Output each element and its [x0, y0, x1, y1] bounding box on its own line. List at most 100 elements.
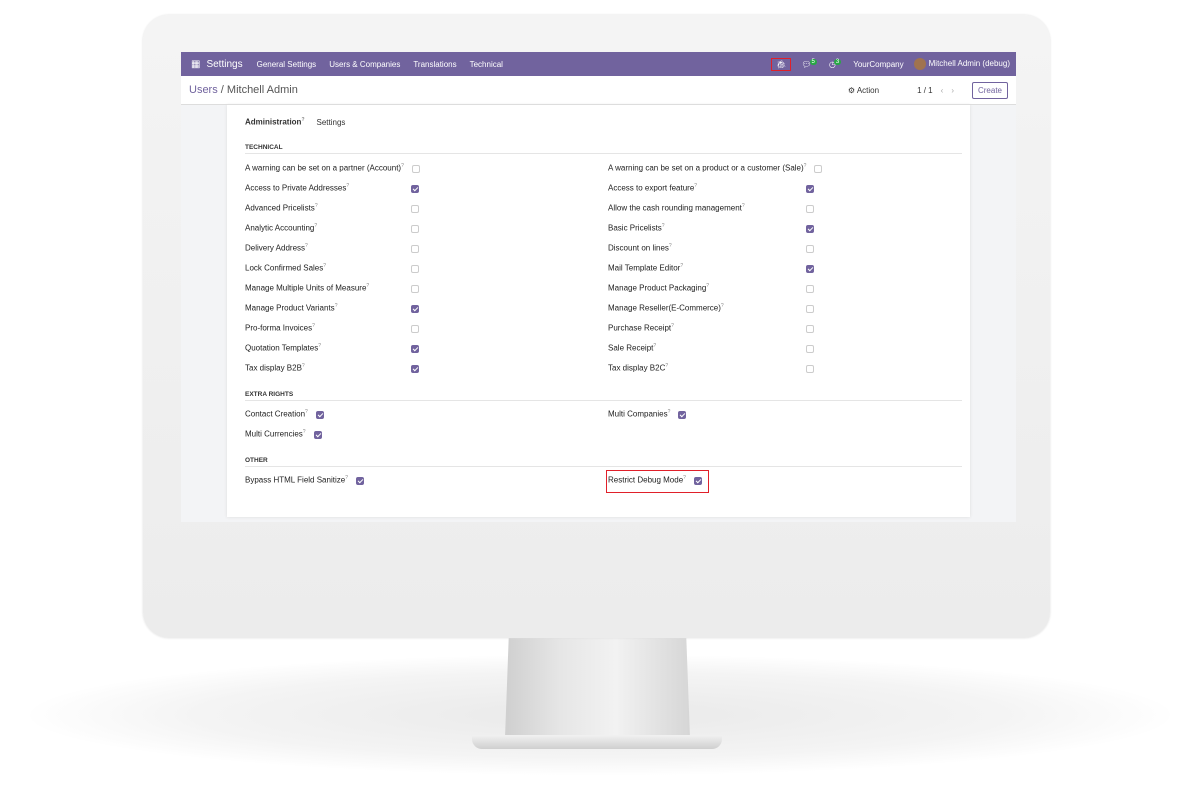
help-tooltip-icon[interactable]: ? [680, 263, 684, 269]
setting-checkbox[interactable] [411, 205, 419, 213]
pager-prev-icon[interactable]: ‹ [940, 85, 944, 95]
setting-label-text: Manage Reseller(E-Commerce) [608, 303, 721, 313]
setting-checkbox[interactable] [806, 365, 814, 373]
setting-label-text: Access to Private Addresses [245, 183, 347, 193]
help-tooltip-icon[interactable]: ? [694, 183, 698, 189]
setting-label: Allow the cash rounding management? [608, 203, 745, 213]
help-tooltip-icon[interactable]: ? [301, 363, 305, 369]
action-button[interactable]: ⚙ Action [848, 86, 879, 95]
setting-checkbox[interactable] [806, 305, 814, 313]
help-tooltip-icon[interactable]: ? [706, 283, 710, 289]
create-button[interactable]: Create [971, 81, 1008, 99]
breadcrumb-users[interactable]: Users [189, 84, 218, 96]
help-tooltip-icon[interactable]: ? [302, 429, 306, 435]
company-switcher[interactable]: YourCompany [853, 59, 904, 69]
debug-bug-icon[interactable]: 🐞︎ [771, 57, 792, 71]
setting-label-text: Manage Multiple Units of Measure [245, 283, 367, 293]
help-tooltip-icon[interactable]: ? [720, 303, 724, 309]
setting-label: Pro-forma Invoices? [245, 323, 315, 333]
setting-label-text: Basic Pricelists [608, 223, 662, 233]
section-extra-rights-title: EXTRA RIGHTS [245, 391, 962, 401]
setting-checkbox[interactable] [356, 477, 364, 485]
help-tooltip-icon[interactable]: ? [683, 475, 686, 481]
setting-checkbox[interactable] [678, 411, 686, 419]
breadcrumb-current: Mitchell Admin [226, 84, 298, 96]
setting-label-text: Multi Companies [608, 409, 668, 419]
activities-button[interactable]: ◷3 [829, 58, 843, 69]
help-tooltip-icon[interactable]: ? [305, 409, 308, 415]
help-tooltip-icon[interactable]: ? [323, 263, 327, 269]
help-tooltip-icon[interactable]: ? [803, 163, 807, 169]
menu-users-companies[interactable]: Users & Companies [329, 59, 401, 69]
help-tooltip-icon[interactable]: ? [301, 117, 305, 123]
pager-next-icon[interactable]: › [951, 85, 954, 95]
setting-label: Tax display B2B? [245, 363, 305, 373]
help-tooltip-icon[interactable]: ? [668, 243, 672, 249]
setting-checkbox[interactable] [411, 365, 419, 373]
setting-label: Analytic Accounting? [245, 223, 317, 233]
setting-checkbox[interactable] [411, 345, 419, 353]
gear-icon: ⚙ [847, 85, 856, 95]
setting-checkbox[interactable] [411, 245, 419, 253]
apps-grid-icon[interactable]: ▦ [191, 58, 201, 70]
setting-label-text: Quotation Templates [245, 343, 319, 353]
help-tooltip-icon[interactable]: ? [312, 323, 315, 329]
help-tooltip-icon[interactable]: ? [318, 343, 322, 349]
setting-label: Sale Receipt? [608, 343, 656, 353]
setting-label: A warning can be set on a partner (Accou… [245, 163, 404, 173]
setting-checkbox[interactable] [806, 345, 814, 353]
help-tooltip-icon[interactable]: ? [661, 223, 665, 229]
tab-settings[interactable]: Settings [316, 117, 346, 127]
help-tooltip-icon[interactable]: ? [741, 203, 745, 209]
user-menu[interactable]: Mitchell Admin (debug) [913, 58, 1010, 70]
setting-checkbox[interactable] [806, 185, 814, 193]
help-tooltip-icon[interactable]: ? [401, 163, 404, 169]
help-tooltip-icon[interactable]: ? [314, 223, 318, 229]
setting-label-text: Bypass HTML Field Sanitize [245, 475, 346, 485]
setting-checkbox[interactable] [806, 265, 814, 273]
setting-checkbox[interactable] [806, 205, 814, 213]
setting-checkbox[interactable] [694, 477, 702, 485]
setting-checkbox[interactable] [411, 285, 419, 293]
help-tooltip-icon[interactable]: ? [665, 363, 669, 369]
setting-checkbox[interactable] [412, 165, 420, 173]
setting-checkbox[interactable] [411, 225, 419, 233]
help-tooltip-icon[interactable]: ? [653, 343, 657, 349]
menu-translations[interactable]: Translations [413, 59, 457, 69]
menu-general-settings[interactable]: General Settings [256, 59, 317, 69]
setting-label-text: Tax display B2B [245, 363, 302, 373]
setting-checkbox[interactable] [314, 431, 322, 439]
menu-technical[interactable]: Technical [469, 59, 503, 69]
setting-checkbox[interactable] [411, 325, 419, 333]
help-tooltip-icon[interactable]: ? [305, 243, 308, 249]
help-tooltip-icon[interactable]: ? [366, 283, 370, 289]
setting-label-text: Contact Creation [245, 409, 306, 419]
setting-checkbox[interactable] [806, 325, 814, 333]
setting-checkbox[interactable] [411, 265, 419, 273]
setting-label: Mail Template Editor? [608, 263, 683, 273]
avatar [913, 58, 926, 70]
setting-label-text: Tax display B2C [608, 363, 666, 373]
setting-label-text: A warning can be set on a partner (Accou… [245, 163, 402, 173]
setting-label: Lock Confirmed Sales? [245, 263, 326, 273]
help-tooltip-icon[interactable]: ? [346, 183, 350, 189]
help-tooltip-icon[interactable]: ? [345, 475, 348, 481]
help-tooltip-icon[interactable]: ? [314, 203, 318, 209]
setting-checkbox[interactable] [806, 245, 814, 253]
section-other-title: OTHER [245, 457, 962, 467]
setting-checkbox[interactable] [814, 165, 822, 173]
help-tooltip-icon[interactable]: ? [667, 409, 671, 415]
setting-checkbox[interactable] [806, 225, 814, 233]
setting-checkbox[interactable] [411, 185, 419, 193]
setting-checkbox[interactable] [316, 411, 324, 419]
setting-checkbox[interactable] [411, 305, 419, 313]
breadcrumb: Users / Mitchell Admin [189, 84, 298, 96]
app-title[interactable]: Settings [206, 58, 243, 70]
setting-label: Restrict Debug Mode? [608, 475, 686, 485]
help-tooltip-icon[interactable]: ? [334, 303, 338, 309]
help-tooltip-icon[interactable]: ? [671, 323, 674, 329]
setting-checkbox[interactable] [806, 285, 814, 293]
tab-administration[interactable]: Administration? [245, 117, 305, 127]
messages-button[interactable]: 💬︎5 [801, 58, 819, 69]
navbar: ▦ Settings General Settings Users & Comp… [181, 52, 1016, 76]
